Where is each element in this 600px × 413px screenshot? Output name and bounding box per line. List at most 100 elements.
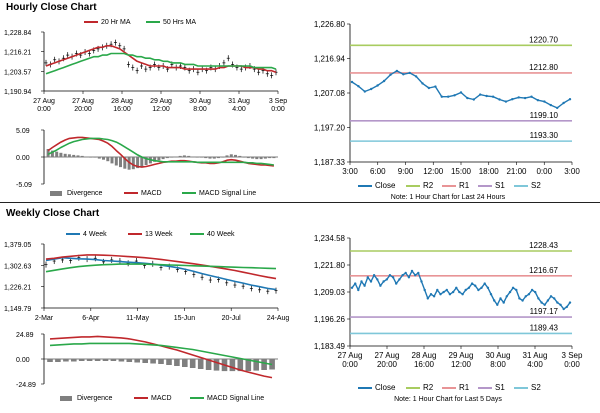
legend-swatch	[50, 191, 62, 196]
close-point	[464, 288, 467, 292]
legend-label: R2	[423, 181, 434, 190]
close-point	[493, 299, 496, 302]
divergence-bar	[59, 152, 63, 157]
divergence-bar	[195, 157, 199, 158]
close-point	[376, 84, 379, 87]
divergence-bar	[234, 154, 237, 157]
close-point	[414, 75, 418, 78]
chart-note: Note: 1 Hour Chart for Last 5 Days	[394, 396, 502, 403]
divergence-bar	[165, 157, 169, 159]
legend-label: 20 Hr MA	[101, 19, 131, 26]
y-tick-label: 1,221.80	[314, 261, 346, 270]
close-point	[414, 274, 417, 277]
x-tick-label: 27 Aug 0:00	[33, 98, 55, 113]
divergence-bar	[229, 154, 233, 157]
close-point	[408, 71, 411, 75]
close-point	[540, 301, 543, 304]
close-point	[521, 299, 524, 302]
close-point	[423, 288, 426, 292]
divergence-bar	[97, 157, 101, 159]
close-point	[483, 282, 486, 285]
hourly-price-chart: 20 Hr MA 50 Hrs MA 1,228.84 1,216.21 1,203.5…	[4, 19, 287, 113]
close-point	[357, 85, 360, 88]
legend-label: MACD	[141, 190, 162, 197]
close-point	[498, 98, 501, 101]
close-point	[562, 307, 565, 311]
divergence-bar	[80, 155, 84, 157]
close-point	[440, 95, 443, 98]
divergence-bar	[142, 359, 148, 363]
divergence-bar	[127, 157, 131, 170]
y-tick-label: 1,203.57	[4, 69, 31, 76]
level-label-r1: 1212.80	[529, 63, 558, 72]
close-point	[434, 85, 437, 88]
close-point	[404, 271, 407, 275]
chart-note: Note: 1 Hour Chart for Last 24 Hours	[391, 194, 506, 201]
x-tick-label: 0:00	[536, 167, 552, 176]
divergence-bar	[89, 157, 93, 158]
close-point	[451, 290, 455, 294]
close-point	[499, 297, 502, 300]
close-point	[417, 271, 420, 275]
legend-label: MACD Signal Line	[199, 190, 256, 197]
legend-label: R1	[459, 181, 470, 190]
close-point	[407, 276, 411, 279]
divergence-bar	[225, 155, 229, 157]
close-point	[536, 99, 540, 102]
divergence-bar	[55, 151, 59, 157]
x-tick-label: 31 Aug 4:00	[228, 98, 250, 113]
close-point	[530, 95, 533, 98]
level-label-r2: 1228.43	[529, 241, 558, 250]
close-point	[467, 286, 471, 289]
close-point	[382, 280, 385, 283]
x-tick-label: 3 Sep 0:00	[269, 98, 287, 113]
close-point	[357, 288, 360, 292]
divergence-bar	[255, 157, 259, 160]
close-point	[474, 284, 477, 287]
divergence-bar	[268, 157, 272, 159]
divergence-bar	[72, 154, 76, 157]
level-label-s1: 1199.10	[530, 111, 559, 120]
close-point	[427, 86, 431, 90]
x-tick-label: 27 Aug 20:00	[72, 98, 94, 113]
divergence-bar	[205, 359, 212, 370]
y-tick-label: -5.09	[16, 182, 32, 189]
close-point	[549, 295, 553, 298]
close-point	[436, 288, 439, 292]
close-point	[556, 301, 559, 304]
legend-label: R2	[423, 383, 434, 392]
x-tick-label: 30 Aug 8:00	[189, 98, 211, 113]
divergence-bar	[94, 359, 101, 361]
divergence-bar	[106, 157, 110, 162]
close-point	[401, 274, 404, 277]
divergence-bar	[272, 157, 276, 159]
close-point	[515, 288, 518, 292]
close-point	[461, 293, 464, 296]
legend-label: Divergence	[67, 190, 103, 197]
close-point	[568, 98, 572, 101]
close-point	[426, 297, 429, 300]
divergence-bar	[208, 157, 212, 159]
close-point	[366, 276, 369, 279]
x-tick-label: 3 Sep 0:00	[562, 351, 583, 369]
legend-label: S2	[531, 181, 541, 190]
close-point	[534, 290, 537, 294]
close-point	[432, 295, 436, 298]
y-tick-label: 1,209.03	[314, 288, 346, 297]
close-point	[391, 276, 395, 279]
divergence-bar	[63, 359, 69, 362]
divergence-bar	[67, 154, 71, 157]
y-tick-label: 5.09	[16, 128, 30, 135]
close-point	[527, 293, 531, 296]
close-point	[546, 299, 550, 302]
divergence-bar	[221, 157, 225, 158]
divergence-bar	[174, 156, 178, 158]
close-point	[445, 288, 448, 292]
series-line-macd-signal-line	[49, 342, 273, 366]
y-tick-label: 1,216.21	[4, 50, 31, 57]
close-point	[489, 293, 493, 296]
divergence-bar	[126, 359, 133, 362]
close-point	[459, 91, 463, 94]
close-point	[455, 286, 458, 289]
close-point	[505, 295, 508, 298]
